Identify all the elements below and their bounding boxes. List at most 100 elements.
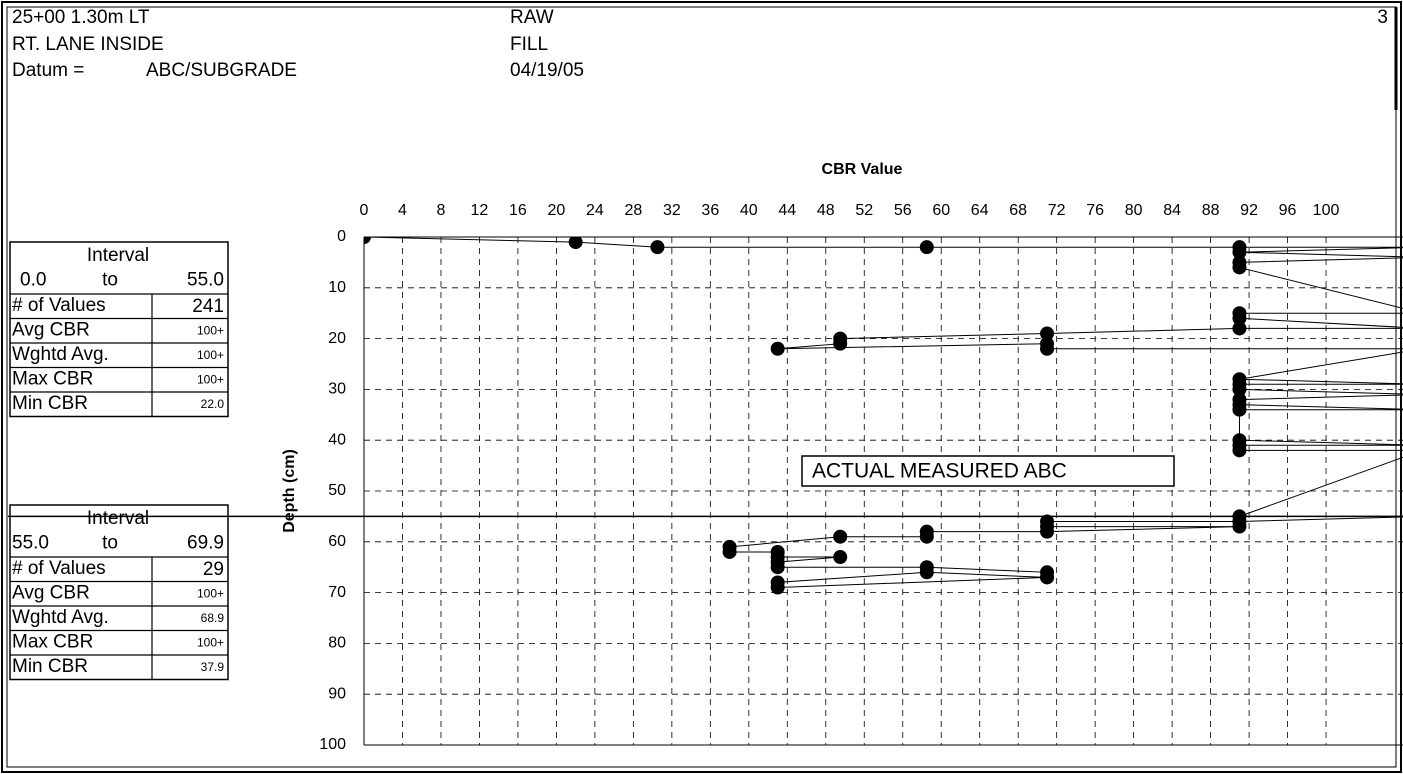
row-label: Avg CBR xyxy=(12,320,90,341)
x-tick-label: 56 xyxy=(894,202,912,219)
row-value: 100+ xyxy=(197,348,224,362)
series xyxy=(364,237,1403,595)
data-point xyxy=(1232,321,1247,336)
x-axis-label: CBR Value xyxy=(822,161,903,178)
row-label: Wghtd Avg. xyxy=(12,607,109,628)
data-point xyxy=(833,550,848,565)
y-axis-label: Depth (cm) xyxy=(281,449,298,533)
stats-table: Interval 0.0 to 55.0 # of Values 241 Avg CBR 10… xyxy=(9,241,229,418)
row-value: 100+ xyxy=(197,324,224,338)
x-tick-label: 24 xyxy=(586,202,604,219)
data-point xyxy=(1040,570,1055,585)
y-tick-label: 20 xyxy=(328,330,346,347)
x-tick-label: 64 xyxy=(971,202,989,219)
table-title: Interval xyxy=(87,508,149,529)
data-point xyxy=(1040,326,1055,341)
y-tick-label: 60 xyxy=(328,533,346,550)
header-datum-value: ABC/SUBGRADE xyxy=(146,60,297,81)
row-value: 100+ xyxy=(197,587,224,601)
y-tick-label: 0 xyxy=(337,228,346,245)
row-value: 100+ xyxy=(197,636,224,650)
row-value: 68.9 xyxy=(201,611,225,625)
x-tick-label: 0 xyxy=(360,202,369,219)
stats-table: Interval 55.0 to 69.9 # of Values 29 Avg CBR 10… xyxy=(9,504,229,681)
y-tick-label: 100 xyxy=(319,736,346,753)
table-frame xyxy=(9,241,229,418)
row-label: Wghtd Avg. xyxy=(12,344,109,365)
row-label: Min CBR xyxy=(12,393,88,414)
data-point xyxy=(1040,524,1055,539)
annotation-text: ACTUAL MEASURED ABC xyxy=(812,460,1067,483)
x-tick-label: 48 xyxy=(817,202,835,219)
x-tick-label: 84 xyxy=(1163,202,1181,219)
row-label: Max CBR xyxy=(12,369,93,390)
row-label: # of Values xyxy=(12,558,106,579)
x-tick-label: 4 xyxy=(398,202,407,219)
data-point xyxy=(1232,443,1247,458)
header-line: FILL xyxy=(510,34,548,55)
data-point xyxy=(919,529,934,544)
x-tick-label: 44 xyxy=(778,202,796,219)
header-line: 04/19/05 xyxy=(510,60,584,81)
x-tick-label: 16 xyxy=(509,202,527,219)
data-point xyxy=(650,240,665,255)
interval-from: 0.0 xyxy=(20,270,46,291)
inner-frame xyxy=(6,6,1397,768)
interval-until: 55.0 xyxy=(187,270,224,291)
y-tick-label: 80 xyxy=(328,635,346,652)
data-point xyxy=(833,336,848,351)
row-value: 37.9 xyxy=(201,660,225,674)
header-line: RT. LANE INSIDE xyxy=(12,34,164,55)
data-point xyxy=(722,544,737,559)
x-tick-label: 60 xyxy=(932,202,950,219)
header-line: RAW xyxy=(510,7,554,28)
data-point xyxy=(1040,341,1055,356)
data-point xyxy=(919,240,934,255)
page-number: 3 xyxy=(1377,7,1388,28)
y-tick-label: 10 xyxy=(328,279,346,296)
row-value: 22.0 xyxy=(201,397,225,411)
x-tick-label: 80 xyxy=(1125,202,1143,219)
x-tick-label: 68 xyxy=(1009,202,1027,219)
data-point xyxy=(1232,245,1247,260)
data-point xyxy=(770,580,785,595)
data-point xyxy=(364,237,371,244)
row-label: # of Values xyxy=(12,295,106,316)
x-tick-label: 72 xyxy=(1048,202,1066,219)
annotation-box xyxy=(801,455,1175,487)
data-point xyxy=(1232,260,1247,275)
x-tick-label: 52 xyxy=(855,202,873,219)
data-point xyxy=(770,560,785,575)
row-value: 29 xyxy=(203,559,224,580)
data-line xyxy=(364,237,1403,589)
data-point xyxy=(919,565,934,580)
data-point xyxy=(1232,402,1247,417)
table-frame xyxy=(9,504,229,681)
y-tick-label: 70 xyxy=(328,584,346,601)
y-tick-label: 40 xyxy=(328,431,346,448)
data-point xyxy=(833,529,848,544)
x-tick-label: 76 xyxy=(1086,202,1104,219)
x-tick-label: 100 xyxy=(1313,202,1340,219)
x-tick-label: 92 xyxy=(1240,202,1258,219)
x-tick-label: 36 xyxy=(701,202,719,219)
x-tick-label: 28 xyxy=(624,202,642,219)
table-title: Interval xyxy=(87,245,149,266)
header-datum-label: Datum = xyxy=(12,60,84,81)
x-tick-label: 88 xyxy=(1202,202,1220,219)
data-point xyxy=(770,341,785,356)
interval-until: 69.9 xyxy=(187,533,224,554)
x-tick-label: 40 xyxy=(740,202,758,219)
x-tick-label: 12 xyxy=(471,202,489,219)
y-tick-label: 30 xyxy=(328,381,346,398)
interval-to: to xyxy=(102,533,118,554)
interval-from: 55.0 xyxy=(12,533,49,554)
y-tick-label: 50 xyxy=(328,482,346,499)
x-tick-label: 20 xyxy=(548,202,566,219)
data-point xyxy=(1232,519,1247,534)
row-label: Max CBR xyxy=(12,632,93,653)
row-label: Avg CBR xyxy=(12,583,90,604)
data-point xyxy=(1232,311,1247,326)
row-value: 100+ xyxy=(197,373,224,387)
